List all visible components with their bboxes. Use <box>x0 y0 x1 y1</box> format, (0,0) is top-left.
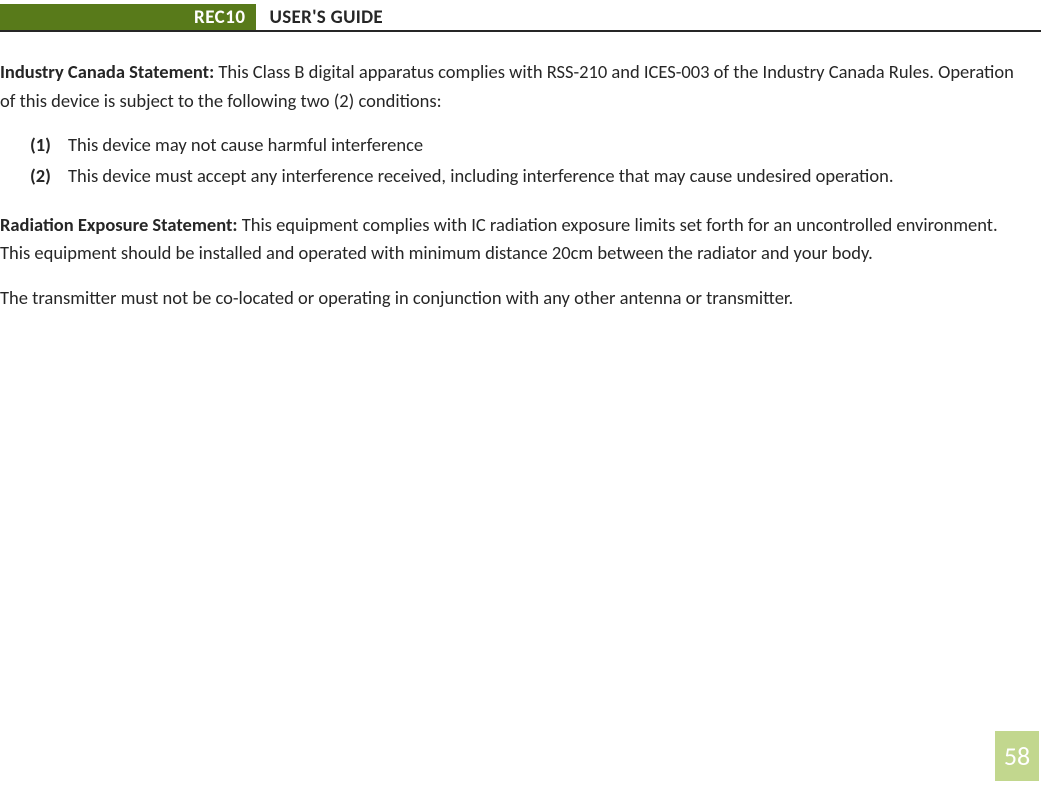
list-item-text: This device may not cause harmful interf… <box>68 131 1023 160</box>
radiation-label: Radiation Exposure Statement: <box>0 213 238 236</box>
guide-title: USER'S GUIDE <box>256 4 383 30</box>
product-tag: REC10 <box>14 4 256 30</box>
list-marker: (1) <box>30 131 68 160</box>
accent-stub <box>0 4 14 30</box>
list-item: (1) This device may not cause harmful in… <box>30 131 1023 160</box>
transmitter-note: The transmitter must not be co-located o… <box>0 284 1023 313</box>
list-item: (2) This device must accept any interfer… <box>30 162 1023 191</box>
list-item-text: This device must accept any interference… <box>68 162 1023 191</box>
industry-canada-statement: Industry Canada Statement: This Class B … <box>0 58 1023 115</box>
header-bar: REC10 USER'S GUIDE <box>0 4 1041 32</box>
radiation-exposure-statement: Radiation Exposure Statement: This equip… <box>0 211 1023 268</box>
conditions-list: (1) This device may not cause harmful in… <box>0 131 1023 190</box>
document-content: Industry Canada Statement: This Class B … <box>0 32 1041 313</box>
list-marker: (2) <box>30 162 68 191</box>
page-number: 58 <box>995 731 1039 781</box>
industry-label: Industry Canada Statement: <box>0 60 214 83</box>
